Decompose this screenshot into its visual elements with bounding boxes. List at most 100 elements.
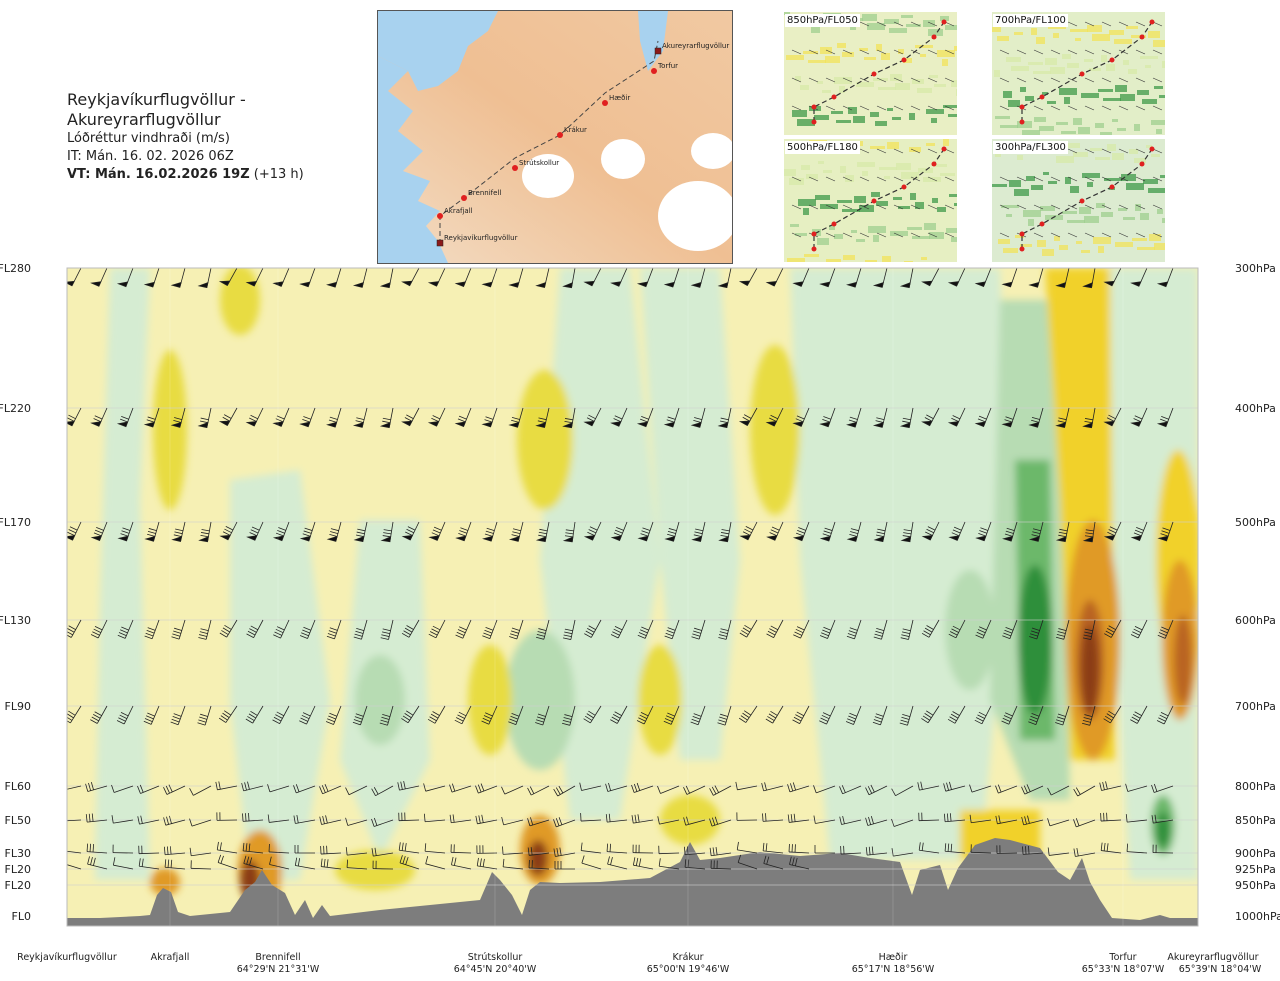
wind-barb [761, 782, 784, 792]
thumbnail-wind-barb [1067, 21, 1078, 27]
wind-barb [112, 844, 134, 854]
thumbnail-wind-shading [1098, 89, 1113, 92]
wind-barb [1047, 785, 1070, 796]
thumbnail-wind-shading [884, 19, 899, 24]
thumbnail-wind-barb [893, 232, 904, 238]
route-map: Akureyrarflugvöllur Torfur Hæðir Krákur Strú… [377, 10, 733, 264]
wind-barb [320, 845, 342, 855]
thumbnail-850hpa[interactable]: 850hPa/FL050 [784, 12, 957, 135]
wind-barb [948, 619, 966, 639]
thumbnail-wind-shading [924, 223, 936, 230]
wind-barb [190, 860, 212, 870]
thumbnail-wind-barb [859, 176, 870, 182]
wind-barb [610, 521, 628, 542]
wind-barb [658, 858, 680, 870]
thumbnail-wind-shading [1014, 32, 1023, 35]
thumbnail-wind-shading [864, 57, 876, 60]
wind-barb [218, 705, 238, 723]
thumbnail-wind-shading [1129, 149, 1138, 154]
wind-barb [605, 813, 628, 823]
wind-barb [527, 847, 550, 856]
wind-barb [917, 781, 940, 791]
wind-barb [789, 856, 810, 870]
wind-barb [67, 856, 82, 870]
thumbnail-wind-barb [825, 105, 836, 111]
thumbnail-wind-barb [1118, 204, 1129, 210]
thumbnail-wind-shading [1098, 246, 1104, 253]
map-place-label: Reykjavíkurflugvöllur [444, 234, 518, 242]
thumbnail-700hpa[interactable]: 700hPa/FL100 [992, 12, 1165, 135]
thumbnail-wind-shading [1162, 61, 1165, 68]
thumbnail-wind-shading [837, 200, 852, 203]
thumbnail-500hpa[interactable]: 500hPa/FL180 [784, 139, 957, 262]
thumbnail-wind-barb [1101, 77, 1112, 83]
thumbnail-wind-barb [910, 49, 921, 55]
thumbnail-wind-shading [1011, 66, 1029, 71]
thumbnail-wind-shading [826, 259, 841, 262]
wind-barb [241, 781, 264, 792]
pressure-level-label: 400hPa [1235, 402, 1276, 415]
thumbnail-wind-shading [1001, 205, 1019, 208]
thumbnail-wind-barb [1135, 232, 1146, 238]
thumbnail-wind-shading [887, 108, 893, 111]
thumbnail-wind-shading [1003, 91, 1012, 98]
thumbnail-wind-shading [1151, 120, 1165, 125]
thumbnail-wind-barb [944, 232, 955, 238]
wind-barb [562, 407, 576, 429]
thumbnail-waypoint [941, 146, 947, 152]
thumbnail-300hpa[interactable]: 300hPa/FL300 [992, 139, 1165, 262]
thumbnail-wind-barb [1101, 49, 1112, 55]
thumbnail-wind-shading [903, 58, 912, 63]
wind-barb [553, 817, 576, 828]
wind-barb [535, 407, 550, 428]
thumbnail-wind-barb [1067, 232, 1078, 238]
wind-barb [865, 784, 888, 796]
thumbnail-wind-shading [854, 196, 866, 203]
wind-barb [766, 619, 784, 639]
wind-barb [90, 407, 108, 427]
thumbnail-wind-shading [1160, 175, 1165, 178]
wind-barb [1082, 521, 1096, 543]
wind-barb [272, 268, 290, 287]
flight-level-label: FL30 [5, 847, 31, 860]
wind-barb [717, 407, 732, 429]
wind-barb [34, 849, 55, 857]
thumbnail-wind-shading [1154, 86, 1163, 89]
thumbnail-wind-shading [918, 168, 933, 173]
wind-barb [85, 813, 108, 823]
wind-barb [197, 407, 212, 429]
thumbnail-wind-shading [1104, 178, 1122, 181]
thumbnail-wind-shading [937, 207, 946, 212]
map-place-label: Brennifell [468, 189, 501, 197]
thumbnail-wind-shading [1115, 85, 1127, 92]
thumbnail-wind-barb [1050, 77, 1061, 83]
wind-barb [900, 619, 914, 640]
thumbnail-waypoint [811, 119, 817, 125]
wind-barb [717, 268, 732, 289]
wind-barb [423, 783, 446, 792]
thumbnail-wind-shading [909, 147, 921, 152]
thumbnail-wind-shading [1028, 219, 1034, 226]
thumbnail-wind-barb [1152, 204, 1163, 210]
wind-barb [583, 521, 602, 541]
map-waypoint-marker [602, 100, 608, 106]
wind-barb [242, 812, 264, 822]
thumbnail-wind-barb [1084, 105, 1095, 111]
thumbnail-wind-barb [876, 232, 887, 238]
thumbnail-wind-shading [1101, 55, 1107, 62]
thumbnail-wind-barb [1135, 105, 1146, 111]
thumbnail-wind-shading [784, 169, 796, 176]
wind-barb [269, 856, 290, 870]
wind-barb [683, 785, 706, 795]
wind-barb [839, 785, 862, 795]
wind-barb [326, 268, 342, 288]
wind-barb [921, 407, 940, 427]
thumbnail-wind-barb [927, 49, 938, 55]
thumbnail-wind-shading [909, 113, 915, 120]
wind-barb [1157, 521, 1174, 542]
thumbnail-waypoint [1079, 198, 1085, 204]
thumbnail-waypoint [901, 57, 907, 63]
thumbnail-wind-barb [944, 148, 955, 154]
wind-barb [137, 815, 160, 825]
wind-barb [299, 705, 316, 725]
